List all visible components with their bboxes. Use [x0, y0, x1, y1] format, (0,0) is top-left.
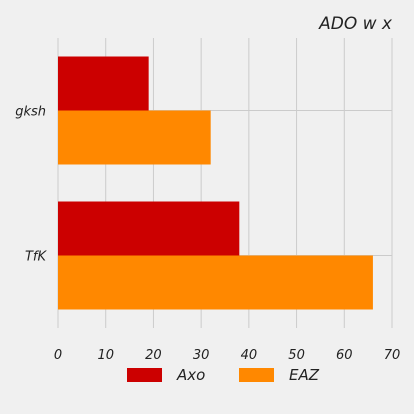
x-tick-label-50: 50	[288, 348, 305, 363]
legend-label-eaz: EAZ	[289, 366, 320, 384]
x-tick-label-0: 0	[54, 348, 62, 363]
legend-label-axo: Axo	[176, 366, 205, 384]
x-tick-label-10: 10	[97, 348, 114, 363]
axis-labels: gksh TfK 0 10 20 30 40 50 60 70	[15, 105, 400, 364]
y-tick-label-gksh: gksh	[15, 105, 46, 120]
bar-eaz-gksh	[58, 110, 211, 165]
bars	[58, 56, 373, 310]
legend-swatch-axo	[127, 368, 162, 382]
bar-axo-gksh	[58, 56, 149, 111]
x-tick-label-70: 70	[384, 348, 401, 363]
x-tick-label-30: 30	[193, 348, 210, 363]
chart-title: ADO w x	[318, 14, 393, 34]
x-tick-label-40: 40	[241, 348, 258, 363]
x-tick-label-60: 60	[336, 348, 353, 363]
y-tick-label-tfk: TfK	[25, 250, 48, 265]
legend: Axo EAZ	[127, 366, 320, 384]
bar-axo-tfk	[58, 201, 240, 256]
legend-swatch-eaz	[239, 368, 274, 382]
x-tick-label-20: 20	[145, 348, 162, 363]
bar-eaz-tfk	[58, 255, 373, 310]
